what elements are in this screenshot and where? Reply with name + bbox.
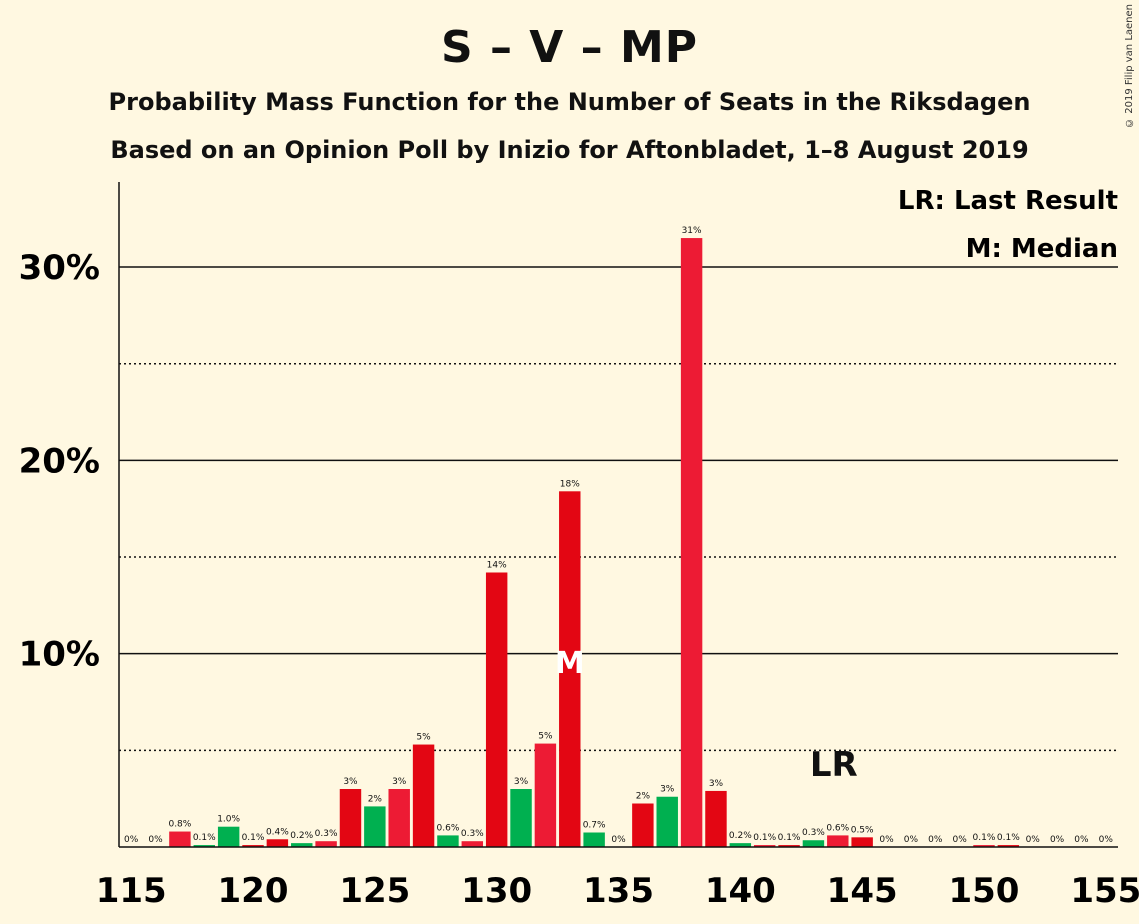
last-result-marker: LR xyxy=(810,745,858,785)
bar-seat-131 xyxy=(510,789,532,847)
bar-label-seat-128: 0.6% xyxy=(437,823,460,833)
bar-label-seat-142: 0.1% xyxy=(778,833,801,843)
bar-seat-130 xyxy=(485,572,508,847)
x-tick-label: 125 xyxy=(339,871,410,911)
bar-label-seat-118: 0.1% xyxy=(193,833,216,843)
bar-seat-142 xyxy=(778,845,800,847)
bar-label-seat-127: 5% xyxy=(416,733,431,743)
bar-label-seat-137: 3% xyxy=(660,785,675,795)
axes xyxy=(118,182,1118,848)
bar-label-seat-153: 0% xyxy=(1050,835,1065,845)
bar-seat-127 xyxy=(412,744,435,847)
median-marker: M xyxy=(555,646,585,681)
bar-label-seat-149: 0% xyxy=(952,835,967,845)
bar-label-seat-122: 0.2% xyxy=(290,831,313,841)
bar-seat-134 xyxy=(583,832,605,847)
bar-label-seat-150: 0.1% xyxy=(973,833,996,843)
chart-subtitle-2: Based on an Opinion Poll by Inizio for A… xyxy=(110,136,1029,164)
bar-label-seat-138: 31% xyxy=(682,226,702,236)
y-tick-label: 30% xyxy=(19,248,100,288)
y-tick-label: 10% xyxy=(19,635,100,675)
markers: M LR xyxy=(555,646,858,785)
bar-seat-151 xyxy=(997,845,1020,847)
x-tick-label: 150 xyxy=(948,871,1019,911)
tick-labels: 10% 20% 30% 115 120 125 130 135 140 145 150 155 xyxy=(19,248,1139,911)
bar-label-seat-115: 0% xyxy=(124,835,139,845)
bar-seat-140 xyxy=(729,843,752,847)
bar-seat-123 xyxy=(315,841,337,847)
bar-label-seat-147: 0% xyxy=(904,835,919,845)
bar-labels: 0% 0%0.8%0.1%1.0%0.1%0.4% 0.2% 0.3%3%2%3%5%… xyxy=(124,226,1113,845)
y-tick-label: 20% xyxy=(19,441,100,481)
bar-label-seat-141: 0.1% xyxy=(753,833,776,843)
bar-seat-122 xyxy=(291,843,313,847)
x-tick-label: 145 xyxy=(827,871,898,911)
legend-median: M: Median xyxy=(966,234,1118,264)
bar-label-seat-126: 3% xyxy=(392,777,407,787)
bar-seat-120 xyxy=(242,845,264,847)
bar-label-seat-116: 0% xyxy=(148,835,163,845)
bar-seat-143 xyxy=(802,840,825,847)
bar-seat-126 xyxy=(388,789,410,847)
x-tick-label: 135 xyxy=(583,871,654,911)
bar-seat-129 xyxy=(461,841,484,847)
bar-seat-125 xyxy=(364,806,386,847)
bar-label-seat-132: 5% xyxy=(538,732,553,742)
bar-label-seat-155: 0% xyxy=(1099,835,1114,845)
bar-seat-128 xyxy=(437,835,459,847)
bar-label-seat-124: 3% xyxy=(343,777,358,787)
bar-label-seat-136: 2% xyxy=(636,792,651,802)
bar-seat-141 xyxy=(753,845,776,847)
bar-label-seat-145: 0.5% xyxy=(851,825,874,835)
bar-seat-117 xyxy=(169,831,191,847)
bar-label-seat-129: 0.3% xyxy=(461,829,484,839)
bar-label-seat-152: 0% xyxy=(1026,835,1041,845)
bar-seat-138 xyxy=(680,238,703,848)
bar-seat-136 xyxy=(632,803,654,847)
bar-label-seat-134: 0.7% xyxy=(583,821,606,831)
bar-label-seat-123: 0.3% xyxy=(315,829,338,839)
bar-seat-132 xyxy=(534,743,557,847)
grid-lines xyxy=(119,266,1118,752)
bar-label-seat-125: 2% xyxy=(368,794,383,804)
bar-label-seat-130: 14% xyxy=(487,560,507,570)
bars xyxy=(169,238,1020,848)
bar-seat-118 xyxy=(193,845,216,847)
bar-label-seat-117: 0.8% xyxy=(168,820,191,830)
bar-seat-133 xyxy=(559,491,581,847)
bar-seat-144 xyxy=(827,835,849,847)
bar-label-seat-139: 3% xyxy=(709,779,724,789)
bar-seat-121 xyxy=(266,839,289,847)
bar-label-seat-148: 0% xyxy=(928,835,943,845)
bar-label-seat-121: 0.4% xyxy=(266,827,289,837)
bar-seat-119 xyxy=(217,826,240,847)
bar-seat-139 xyxy=(705,790,727,847)
bar-label-seat-119: 1.0% xyxy=(217,815,240,825)
bar-label-seat-154: 0% xyxy=(1074,835,1089,845)
x-tick-label: 115 xyxy=(96,871,167,911)
legend-last-result: LR: Last Result xyxy=(898,186,1118,216)
bar-label-seat-144: 0.6% xyxy=(826,823,849,833)
bar-label-seat-140: 0.2% xyxy=(729,831,752,841)
bar-label-seat-143: 0.3% xyxy=(802,828,825,838)
bar-seat-137 xyxy=(656,796,678,847)
bar-seat-124 xyxy=(339,789,362,847)
x-tick-label: 130 xyxy=(461,871,532,911)
bar-label-seat-120: 0.1% xyxy=(242,833,265,843)
bar-seat-145 xyxy=(851,837,873,847)
bar-label-seat-133: 18% xyxy=(560,479,580,489)
x-tick-label: 120 xyxy=(218,871,289,911)
bar-label-seat-135: 0% xyxy=(611,835,626,845)
bar-label-seat-151: 0.1% xyxy=(997,833,1020,843)
chart-title: S – V – MP xyxy=(440,22,699,73)
x-tick-label: 140 xyxy=(705,871,776,911)
bar-label-seat-146: 0% xyxy=(879,835,894,845)
chart-subtitle: Probability Mass Function for the Number… xyxy=(108,88,1031,116)
bar-seat-150 xyxy=(973,845,995,847)
bar-label-seat-131: 3% xyxy=(514,777,529,787)
x-tick-label: 155 xyxy=(1070,871,1139,911)
